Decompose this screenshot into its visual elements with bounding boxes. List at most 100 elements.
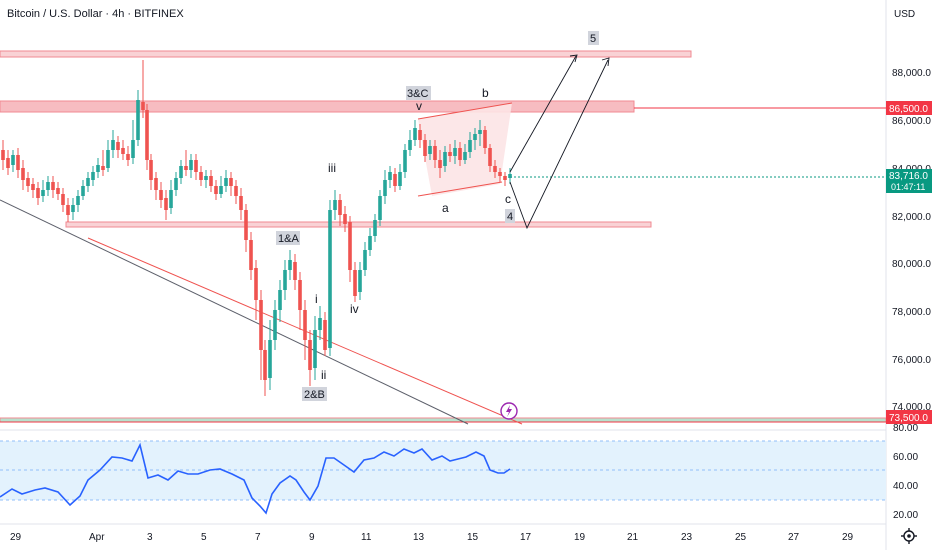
trendline-black[interactable] — [0, 199, 469, 425]
candle-body — [338, 200, 342, 215]
candle-body — [323, 320, 327, 350]
wave-label-4[interactable]: 4 — [507, 211, 513, 223]
candle-body — [493, 166, 497, 172]
candle-body — [263, 350, 267, 380]
candle-body — [448, 152, 452, 156]
candle-body — [149, 160, 153, 180]
time-tick: 9 — [309, 532, 315, 543]
candle-body — [458, 148, 462, 160]
candle-body — [508, 174, 512, 178]
target-zone-5[interactable] — [0, 50, 692, 58]
currency-label[interactable]: USD — [894, 9, 916, 20]
candle-body — [378, 196, 382, 220]
resistance-zone-86500[interactable] — [0, 100, 635, 113]
time-tick: 7 — [255, 532, 261, 543]
candle-body — [498, 172, 502, 176]
candle-body — [249, 240, 253, 270]
candle-body — [31, 184, 35, 190]
candle-body — [418, 130, 422, 140]
time-tick: Apr — [89, 532, 105, 543]
candle-body — [383, 180, 387, 196]
candle-body — [428, 146, 432, 154]
candle-body — [141, 102, 145, 110]
price-tick: 74,000.0 — [892, 402, 931, 413]
candle-body — [11, 155, 15, 165]
candle-body — [46, 182, 50, 190]
rsi-tick: 20.00 — [893, 510, 918, 521]
wave-label-a[interactable]: a — [442, 201, 449, 215]
time-tick: 11 — [361, 532, 372, 543]
candle-body — [313, 330, 317, 368]
candle-body — [219, 186, 223, 194]
candle-body — [174, 178, 178, 190]
wave-label-v[interactable]: v — [416, 99, 422, 113]
price-tick: 76,000.0 — [892, 355, 931, 366]
candle-body — [278, 290, 282, 310]
candle-body — [393, 174, 397, 186]
price-tick: 78,000.0 — [892, 307, 931, 318]
candle-body — [16, 155, 20, 170]
candle-body — [209, 176, 213, 186]
candle-body — [116, 142, 120, 150]
candle-body — [184, 166, 188, 170]
gear-icon — [901, 528, 917, 544]
candle-body — [51, 182, 55, 190]
support-badge-label: 73,500.0 — [889, 413, 928, 424]
candle-body — [204, 176, 208, 180]
rsi-tick: 40.00 — [893, 481, 918, 492]
time-axis[interactable]: 29 Apr 3 5 7 9 11 13 15 17 19 21 23 25 2… — [10, 532, 854, 543]
wave-label-1a[interactable]: 1&A — [278, 233, 299, 245]
time-tick: 29 — [10, 532, 22, 543]
price-tick: 82,000.0 — [892, 212, 931, 223]
support-zone-73500[interactable] — [0, 417, 887, 423]
candle-body — [443, 152, 447, 166]
candle-body — [343, 214, 347, 224]
candle-body — [398, 172, 402, 186]
candle-body — [328, 210, 332, 348]
wave-label-iii[interactable]: iii — [328, 161, 336, 175]
candle-body — [81, 186, 85, 196]
candle-body — [363, 250, 367, 270]
candle-body — [478, 130, 482, 134]
wave-label-i[interactable]: i — [315, 292, 318, 306]
candle-body — [164, 198, 168, 210]
wave-label-3c[interactable]: 3&C — [407, 88, 428, 100]
candle-body — [239, 196, 243, 210]
rsi-tick: 80.00 — [893, 423, 918, 434]
wave-label-2b[interactable]: 2&B — [304, 389, 325, 401]
candle-body — [106, 150, 110, 168]
time-tick: 13 — [413, 532, 425, 543]
lightning-alert-icon[interactable] — [500, 402, 518, 420]
candle-body — [468, 140, 472, 152]
wave-label-b[interactable]: b — [482, 86, 489, 100]
candle-body — [473, 134, 477, 140]
price-axis[interactable]: 88,000.0 86,000.0 84,000.0 82,000.0 80,0… — [892, 68, 931, 413]
time-tick: 25 — [735, 532, 747, 543]
wave-label-5[interactable]: 5 — [590, 33, 596, 45]
projection-path-2[interactable] — [509, 59, 609, 230]
candle-body — [483, 130, 487, 148]
time-tick: 19 — [574, 532, 586, 543]
wave-label-c[interactable]: c — [505, 192, 511, 206]
projection-path-1[interactable] — [509, 55, 577, 173]
price-tick: 86,000.0 — [892, 116, 931, 127]
support-zone-82000[interactable] — [65, 221, 652, 228]
candle-body — [189, 160, 193, 170]
wave-label-ii[interactable]: ii — [321, 368, 326, 382]
rsi-axis[interactable]: 80.00 60.00 40.00 20.00 — [893, 423, 918, 521]
settings-button[interactable] — [898, 526, 920, 546]
time-tick: 29 — [842, 532, 854, 543]
candle-body — [268, 340, 272, 378]
candle-body — [293, 262, 297, 280]
candle-body — [145, 110, 149, 160]
time-tick: 5 — [201, 532, 207, 543]
wave-label-iv[interactable]: iv — [350, 302, 359, 316]
candlesticks — [1, 60, 512, 396]
time-tick: 15 — [467, 532, 479, 543]
candle-body — [121, 148, 125, 154]
candle-body — [179, 166, 183, 178]
candle-body — [136, 100, 140, 140]
candle-body — [234, 186, 238, 196]
